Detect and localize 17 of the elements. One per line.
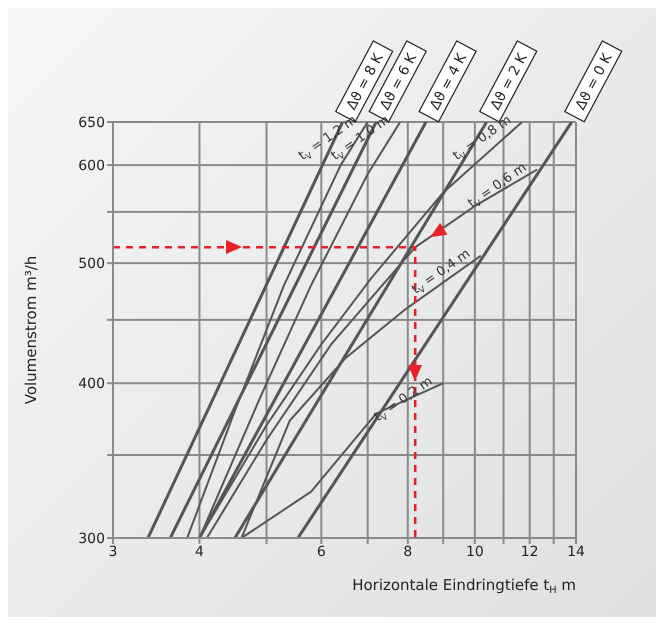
text: Δϑ = 0 K [572,50,616,113]
x-tick-label: 10 [466,544,484,560]
x-tick-label: 4 [195,544,204,560]
text: Δϑ = 2 K [488,50,531,113]
y-tick-label: 650 [78,114,105,131]
y-axis-title: Volumenstrom m³/h [22,256,40,404]
x-tick-label: 3 [108,544,118,560]
y-tick-label: 300 [78,530,105,547]
y-tick-label: 600 [78,158,105,174]
x-tick-label: 12 [520,544,539,560]
x-tick-label: 8 [403,544,412,560]
x-axis-title: Horizontale Eindringtiefe t$_{H}$ m [352,576,576,596]
text: Δϑ = 4 K [427,50,470,113]
x-tick-label: 6 [316,544,326,560]
y-tick-label: 400 [78,376,105,392]
x-tick-label: 14 [567,544,585,560]
y-tick-label: 500 [78,256,105,272]
